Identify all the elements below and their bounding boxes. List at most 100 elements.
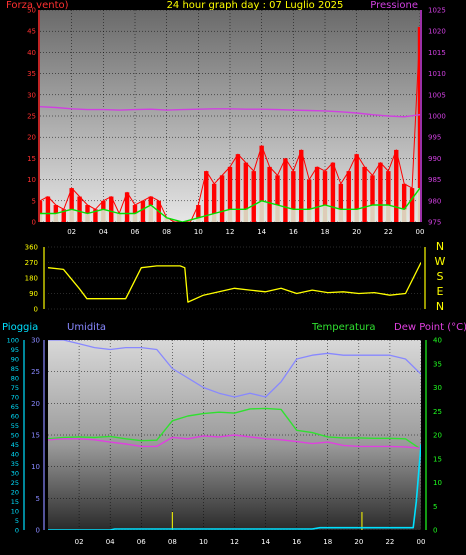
gust-bar [84, 213, 91, 222]
dewpoint-axis-title: Dew Point (°C) [394, 322, 466, 333]
x-tick-label: 22 [384, 228, 393, 236]
y-tick-label-pressure: 975 [428, 219, 441, 227]
rain-humidity-temperature-axes: 0510152025303540455055606570758085909510… [7, 337, 442, 547]
y-tick-label-rain: 90 [11, 356, 19, 364]
y-tick-label-humidity: 20 [31, 400, 40, 408]
y-tick-label-wind: 25 [27, 113, 36, 121]
y-tick-label-pressure: 1005 [428, 91, 446, 99]
y-tick-label-pressure: 1020 [428, 28, 446, 36]
gust-bar [40, 213, 43, 222]
wind-bar [77, 196, 82, 222]
gust-bar [322, 205, 328, 222]
x-tick-label: 20 [352, 228, 361, 236]
x-tick-label: 22 [385, 538, 394, 546]
y-tick-label-humidity: 30 [31, 337, 40, 345]
temperature-line [48, 407, 421, 450]
y-tick-label-wind: 15 [27, 155, 36, 163]
humidity-axis-title: Umidita [67, 322, 106, 333]
wind-bar [306, 179, 312, 222]
direction-series [48, 262, 421, 303]
x-tick-label: 02 [67, 228, 76, 236]
y-tick-label-wind: 30 [27, 91, 36, 99]
wind-bar [354, 154, 359, 222]
x-tick-label: 10 [194, 228, 203, 236]
rain-humidity-temperature-series [48, 340, 421, 530]
wind-bar [394, 149, 399, 222]
y-tick-label-temperature: 30 [433, 384, 442, 392]
gust-bar [369, 205, 376, 222]
wind-bar [45, 196, 51, 222]
y-tick-label-humidity: 5 [36, 495, 40, 503]
y-tick-label-rain: 85 [11, 365, 19, 373]
x-tick-label: 08 [168, 538, 177, 546]
y-tick-label-humidity: 0 [36, 527, 40, 535]
y-tick-label-temperature: 10 [433, 479, 442, 487]
gust-bar [132, 213, 138, 222]
y-tick-label-rain: 30 [11, 470, 19, 478]
y-tick-label-rain: 20 [11, 489, 19, 497]
temperature-axis-title: Temperatura [311, 322, 376, 333]
wind-bar [267, 166, 272, 222]
x-tick-label: 12 [226, 228, 235, 236]
y-tick-label-pressure: 1025 [428, 7, 446, 15]
wind-bar [259, 145, 264, 222]
x-tick-label: 14 [257, 228, 266, 236]
y-tick-label-temperature: 35 [433, 360, 442, 368]
wind-bar [251, 171, 256, 222]
y-tick-label-rain: 60 [11, 413, 19, 421]
x-tick-label: 16 [292, 538, 301, 546]
compass-label: W [435, 255, 446, 268]
wind-bar [283, 158, 288, 222]
wind-bar [275, 175, 280, 222]
wind-bar [346, 171, 351, 222]
wind-bar [322, 171, 328, 222]
gust-bar [100, 209, 107, 222]
x-tick-label: 16 [289, 228, 298, 236]
wind-bar [219, 175, 225, 222]
x-tick-label: 12 [230, 538, 239, 546]
wind-bar [204, 171, 209, 222]
y-tick-label-temperature: 0 [433, 527, 437, 535]
y-tick-label-pressure: 1010 [428, 70, 446, 78]
y-tick-label-wind: 10 [27, 176, 36, 184]
wind-bar [386, 171, 391, 222]
gust-line [40, 187, 420, 222]
wind-bar [93, 209, 98, 222]
gust-bar [68, 209, 75, 222]
compass-label: S [437, 270, 444, 283]
gust-bar [242, 209, 249, 222]
direction-line [48, 262, 421, 303]
y-tick-label-direction: 360 [25, 244, 38, 252]
x-tick-label: 00 [417, 538, 426, 546]
wind-bar [140, 200, 146, 222]
gust-bar [290, 209, 297, 222]
y-tick-label-rain: 75 [11, 384, 19, 392]
x-tick-label: 06 [137, 538, 146, 546]
y-tick-label-pressure: 980 [428, 197, 441, 205]
x-tick-label: 20 [354, 538, 363, 546]
gust-bar [337, 209, 344, 222]
gust-bar [417, 188, 420, 222]
y-tick-label-temperature: 25 [433, 408, 442, 416]
wind-bar [299, 149, 304, 222]
gust-bar [274, 205, 281, 222]
y-tick-label-wind: 35 [27, 70, 36, 78]
y-tick-label-pressure: 1015 [428, 49, 446, 57]
chart-title: 24 hour graph day : 07 Luglio 2025 [167, 0, 344, 11]
y-tick-label-rain: 0 [15, 527, 19, 535]
wind-bar [338, 183, 344, 222]
y-tick-label-rain: 95 [11, 346, 19, 354]
y-tick-label-humidity: 25 [31, 368, 40, 376]
wind-bar [330, 162, 336, 222]
pressure-line [40, 106, 420, 118]
x-tick-label: 14 [261, 538, 270, 546]
wind-line [40, 26, 420, 222]
y-tick-label-temperature: 20 [433, 432, 442, 440]
wind-bar [378, 162, 383, 222]
gust-bar [52, 213, 59, 222]
y-tick-label-rain: 45 [11, 441, 19, 449]
gust-bar [227, 209, 233, 222]
gust-bar [195, 217, 202, 222]
